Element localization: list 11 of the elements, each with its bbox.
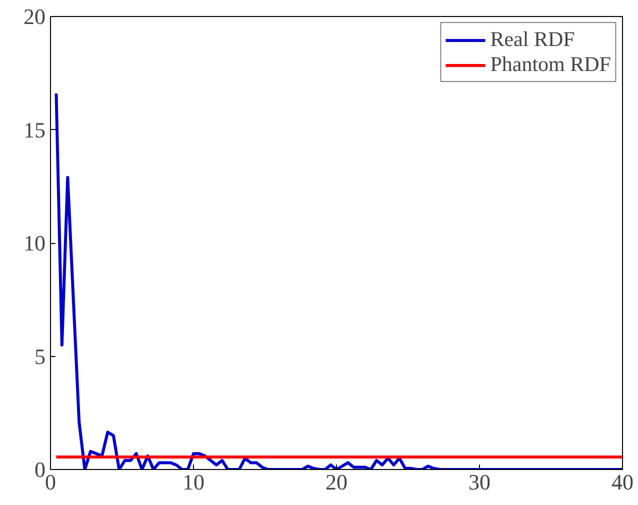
line-series <box>54 92 622 470</box>
x-tick-label: 20 <box>326 470 348 494</box>
legend-label: Phantom RDF <box>490 52 611 77</box>
x-tick-label: 40 <box>612 470 634 494</box>
x-tick-label: 10 <box>182 470 204 494</box>
legend-label: Real RDF <box>490 27 575 52</box>
y-tick-label: 15 <box>24 117 46 142</box>
y-tick-label: 20 <box>24 4 46 29</box>
y-tick-label: 5 <box>34 344 46 369</box>
x-tick-label: 30 <box>468 470 490 494</box>
y-tick-label: 10 <box>24 230 46 256</box>
